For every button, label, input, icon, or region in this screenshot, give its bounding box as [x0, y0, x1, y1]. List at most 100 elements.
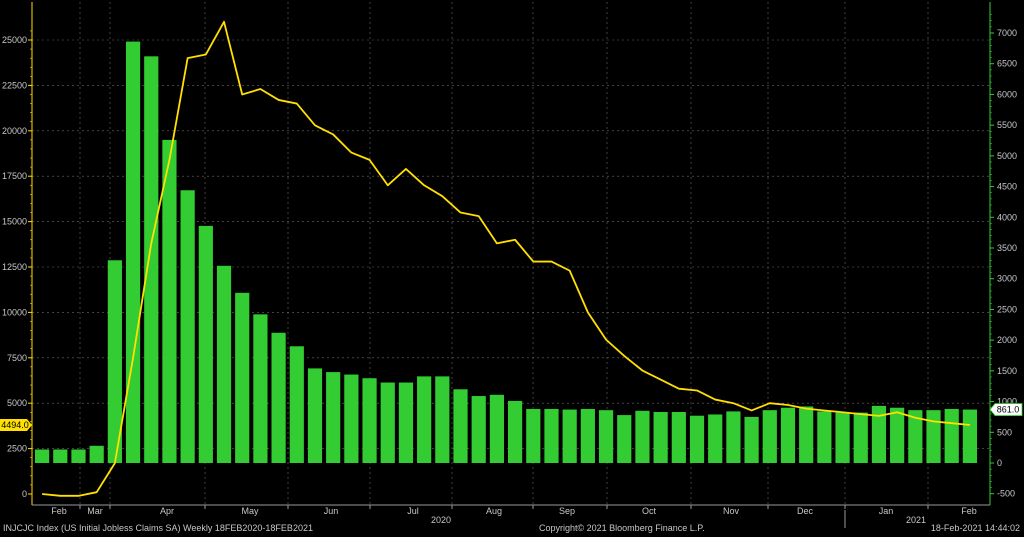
bar	[708, 414, 723, 463]
bar	[471, 396, 486, 463]
right-tick-label: 2000	[997, 335, 1017, 345]
bar	[817, 411, 832, 463]
bar	[71, 449, 86, 463]
bar	[380, 382, 395, 463]
year-label: 2021	[906, 515, 926, 525]
bar	[890, 407, 905, 463]
value-labels: 861.0 4494.0	[0, 403, 1023, 431]
month-label: Feb	[961, 506, 977, 516]
right-value-label: 861.0	[997, 405, 1020, 415]
bar	[180, 190, 195, 463]
line-series	[42, 20, 970, 497]
month-label: Feb	[51, 506, 67, 516]
right-tick-label: 4500	[997, 182, 1017, 192]
bar	[362, 378, 377, 463]
bar	[544, 408, 559, 463]
axes: 0250050007500100001250015000175002000022…	[2, 2, 1017, 528]
month-label: Jul	[407, 506, 419, 516]
left-tick-label: 15000	[2, 217, 27, 227]
month-label: May	[241, 506, 259, 516]
left-tick-label: 10000	[2, 307, 27, 317]
bar	[835, 412, 850, 463]
left-tick-label: 17500	[2, 171, 27, 181]
left-value-label: 4494.0	[1, 420, 29, 430]
bar	[653, 412, 668, 463]
bar	[489, 394, 504, 463]
right-value-label-box	[989, 403, 1023, 416]
line-series-path	[42, 20, 970, 497]
bar	[562, 409, 577, 463]
left-tick-label: 5000	[7, 398, 27, 408]
bar	[762, 410, 777, 463]
month-label: Jun	[324, 506, 339, 516]
right-tick-label: 500	[997, 427, 1012, 437]
bar	[853, 412, 868, 463]
bar	[799, 406, 814, 463]
bar	[635, 410, 650, 463]
bar	[435, 376, 450, 463]
bar	[417, 376, 432, 463]
month-label: Aug	[486, 506, 502, 516]
right-tick-label: 6500	[997, 59, 1017, 69]
bar	[926, 410, 941, 463]
month-label: Mar	[87, 506, 103, 516]
right-tick-label: -500	[997, 489, 1015, 499]
left-tick-label: 12500	[2, 262, 27, 272]
bars	[35, 41, 977, 464]
bar	[326, 372, 341, 463]
bar	[671, 412, 686, 463]
bar	[871, 405, 887, 463]
bar	[144, 56, 159, 464]
bar	[216, 265, 232, 463]
right-tick-label: 5500	[997, 120, 1017, 130]
month-label: Apr	[160, 506, 174, 516]
right-tick-label: 0	[997, 458, 1002, 468]
right-tick-label: 1000	[997, 397, 1017, 407]
bar	[508, 400, 523, 463]
bar	[289, 346, 304, 463]
bar	[235, 292, 250, 463]
bar	[962, 409, 977, 463]
month-label: Dec	[797, 506, 814, 516]
bar	[398, 382, 414, 463]
month-label: Jan	[879, 506, 894, 516]
bar	[35, 449, 50, 463]
footer-security-description: INJCJC Index (US Initial Jobless Claims …	[3, 523, 313, 533]
bar	[617, 415, 632, 463]
right-tick-label: 1500	[997, 366, 1017, 376]
bar	[107, 260, 122, 463]
right-tick-label: 6000	[997, 89, 1017, 99]
footer-copyright: Copyright© 2021 Bloomberg Finance L.P.	[539, 523, 705, 533]
right-tick-label: 3500	[997, 243, 1017, 253]
left-tick-label: 20000	[2, 126, 27, 136]
left-tick-label: 22500	[2, 80, 27, 90]
left-value-label-box	[0, 418, 32, 431]
left-tick-label: 25000	[2, 35, 27, 45]
right-tick-label: 5000	[997, 151, 1017, 161]
bar	[344, 374, 359, 463]
month-label: Nov	[723, 506, 740, 516]
bar	[689, 415, 705, 463]
month-label: Oct	[642, 506, 657, 516]
bar	[125, 41, 141, 463]
right-tick-label: 3000	[997, 274, 1017, 284]
year-label: 2020	[431, 515, 451, 525]
bar	[89, 445, 104, 463]
month-label: Sep	[559, 506, 575, 516]
right-tick-label: 4000	[997, 212, 1017, 222]
bar	[944, 408, 959, 463]
right-tick-label: 2500	[997, 304, 1017, 314]
left-tick-label: 2500	[7, 444, 27, 454]
bar	[53, 449, 68, 463]
bar	[198, 225, 213, 463]
bar	[726, 411, 741, 463]
bar	[580, 408, 595, 463]
bar	[780, 407, 796, 463]
bar	[908, 410, 923, 463]
left-tick-label: 7500	[7, 353, 27, 363]
bar	[598, 410, 614, 463]
left-tick-label: 0	[22, 489, 27, 499]
bar	[744, 416, 759, 463]
bar	[526, 408, 541, 463]
